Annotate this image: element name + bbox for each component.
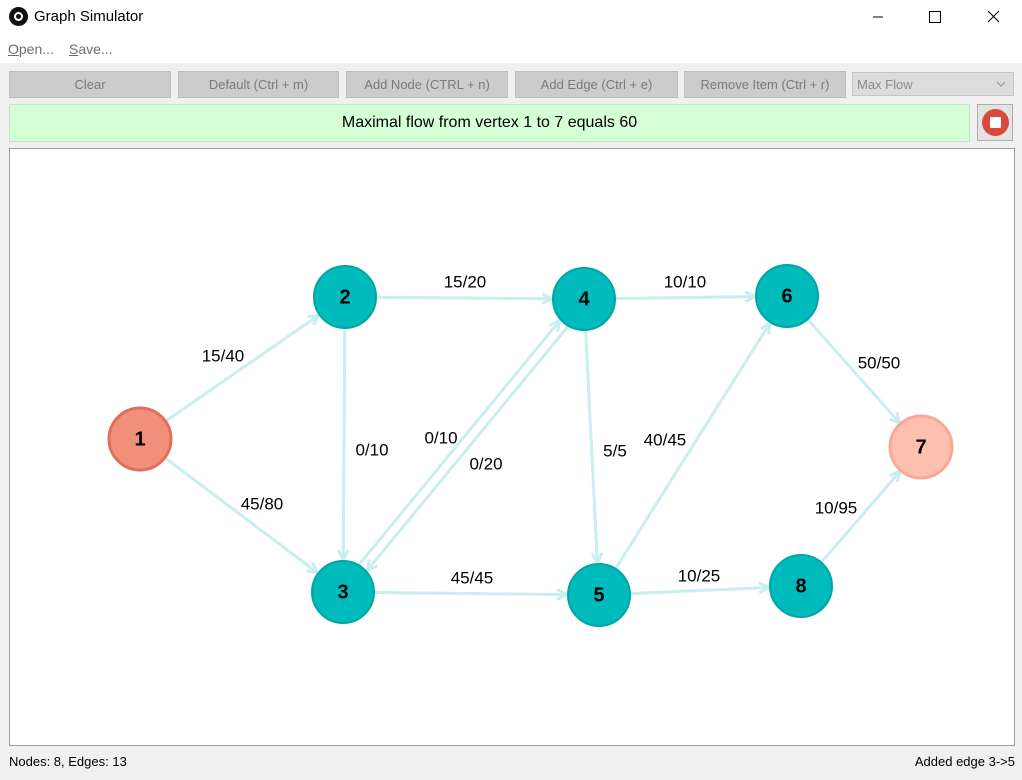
- node-3[interactable]: 3: [311, 560, 375, 624]
- status-message: Added edge 3->5: [914, 754, 1015, 769]
- node-circle-6[interactable]: [755, 264, 819, 328]
- default-button[interactable]: Default (Ctrl + m): [178, 71, 339, 98]
- node-circle-7[interactable]: [888, 414, 954, 480]
- algorithm-select-value: Max Flow: [857, 76, 913, 92]
- node-circle-3[interactable]: [311, 560, 375, 624]
- remove-item-button[interactable]: Remove Item (Ctrl + r): [684, 71, 846, 98]
- edge-labels-layer: 15/40 45/80 15/20 0/10 0/10 0/20 45/45 10/10 5/5…: [202, 272, 901, 587]
- title-bar: Graph Simulator: [0, 0, 1022, 33]
- algorithm-select[interactable]: Max Flow: [852, 72, 1014, 96]
- edges-layer: [163, 296, 900, 596]
- stop-button[interactable]: [977, 104, 1013, 141]
- add-edge-button[interactable]: Add Edge (Ctrl + e): [515, 71, 678, 98]
- close-button[interactable]: [970, 0, 1016, 33]
- result-banner: Maximal flow from vertex 1 to 7 equals 6…: [9, 104, 970, 142]
- edge-5-8[interactable]: [629, 587, 769, 596]
- node-label-8: 8: [795, 575, 806, 597]
- clear-button[interactable]: Clear: [9, 71, 171, 98]
- node-circle-1[interactable]: [107, 406, 173, 472]
- edge-3-4[interactable]: [357, 321, 560, 566]
- menu-open[interactable]: Open...: [8, 41, 54, 57]
- node-4[interactable]: 4: [552, 267, 616, 331]
- stop-icon: [981, 109, 1009, 136]
- edge-1-2[interactable]: [164, 315, 318, 423]
- edge-4-6[interactable]: [614, 296, 755, 298]
- close-icon: [987, 10, 999, 23]
- node-label-4: 4: [578, 288, 590, 310]
- minimize-button[interactable]: [855, 0, 901, 33]
- edge-8-7[interactable]: [820, 471, 900, 564]
- node-2[interactable]: 2: [313, 265, 377, 329]
- edge-label-3-5: 45/45: [451, 568, 494, 587]
- node-1[interactable]: 1: [107, 406, 173, 472]
- edge-2-4[interactable]: [375, 297, 552, 298]
- menu-bar: Open... Save...: [0, 33, 1022, 63]
- nodes-layer: 1 2 3 4 5 6 7 8: [107, 264, 954, 627]
- node-circle-5[interactable]: [567, 563, 631, 627]
- node-7[interactable]: 7: [888, 414, 954, 480]
- maximize-button[interactable]: [912, 0, 958, 33]
- app-logo-icon: [9, 7, 28, 26]
- node-label-6: 6: [781, 285, 792, 307]
- maximize-icon: [929, 10, 941, 23]
- edge-label-3-4: 0/10: [424, 428, 457, 447]
- edge-1-3[interactable]: [163, 456, 318, 573]
- edge-label-1-3: 45/80: [241, 494, 284, 513]
- graph-svg[interactable]: 15/40 45/80 15/20 0/10 0/10 0/20 45/45 10/10 5/5…: [10, 149, 1014, 745]
- edge-label-4-3: 0/20: [469, 454, 502, 473]
- edge-6-7[interactable]: [806, 318, 900, 423]
- graph-canvas[interactable]: 15/40 45/80 15/20 0/10 0/10 0/20 45/45 10/10 5/5…: [9, 148, 1015, 746]
- edge-label-2-4: 15/20: [444, 272, 487, 291]
- chevron-down-icon: [996, 81, 1006, 87]
- menu-save[interactable]: Save...: [69, 41, 113, 57]
- edge-4-5[interactable]: [584, 329, 598, 563]
- minimize-icon: [873, 16, 883, 17]
- edge-label-5-8: 10/25: [678, 566, 721, 585]
- edge-label-5-6: 40/45: [644, 430, 687, 449]
- node-circle-8[interactable]: [769, 554, 833, 618]
- window-title: Graph Simulator: [34, 8, 144, 25]
- node-label-3: 3: [337, 581, 348, 603]
- node-label-5: 5: [593, 584, 604, 606]
- node-label-7: 7: [915, 436, 926, 458]
- result-message: Maximal flow from vertex 1 to 7 equals 6…: [341, 114, 638, 131]
- edge-label-2-3: 0/10: [355, 440, 388, 459]
- status-counts: Nodes: 8, Edges: 13: [9, 754, 127, 769]
- node-label-1: 1: [134, 428, 145, 450]
- node-6[interactable]: 6: [755, 264, 819, 328]
- edge-5-6[interactable]: [614, 323, 770, 570]
- edge-label-6-7: 50/50: [858, 353, 901, 372]
- node-circle-4[interactable]: [552, 267, 616, 331]
- edge-label-8-7: 10/95: [815, 498, 858, 517]
- add-node-button[interactable]: Add Node (CTRL + n): [346, 71, 508, 98]
- node-circle-2[interactable]: [313, 265, 377, 329]
- edge-label-4-6: 10/10: [664, 272, 707, 291]
- node-label-2: 2: [339, 286, 350, 308]
- node-5[interactable]: 5: [567, 563, 631, 627]
- edge-4-3[interactable]: [367, 325, 570, 570]
- edge-2-3[interactable]: [343, 327, 345, 560]
- edge-label-1-2: 15/40: [202, 346, 245, 365]
- edge-3-5[interactable]: [373, 592, 567, 594]
- node-8[interactable]: 8: [769, 554, 833, 618]
- edge-label-4-5: 5/5: [603, 441, 627, 460]
